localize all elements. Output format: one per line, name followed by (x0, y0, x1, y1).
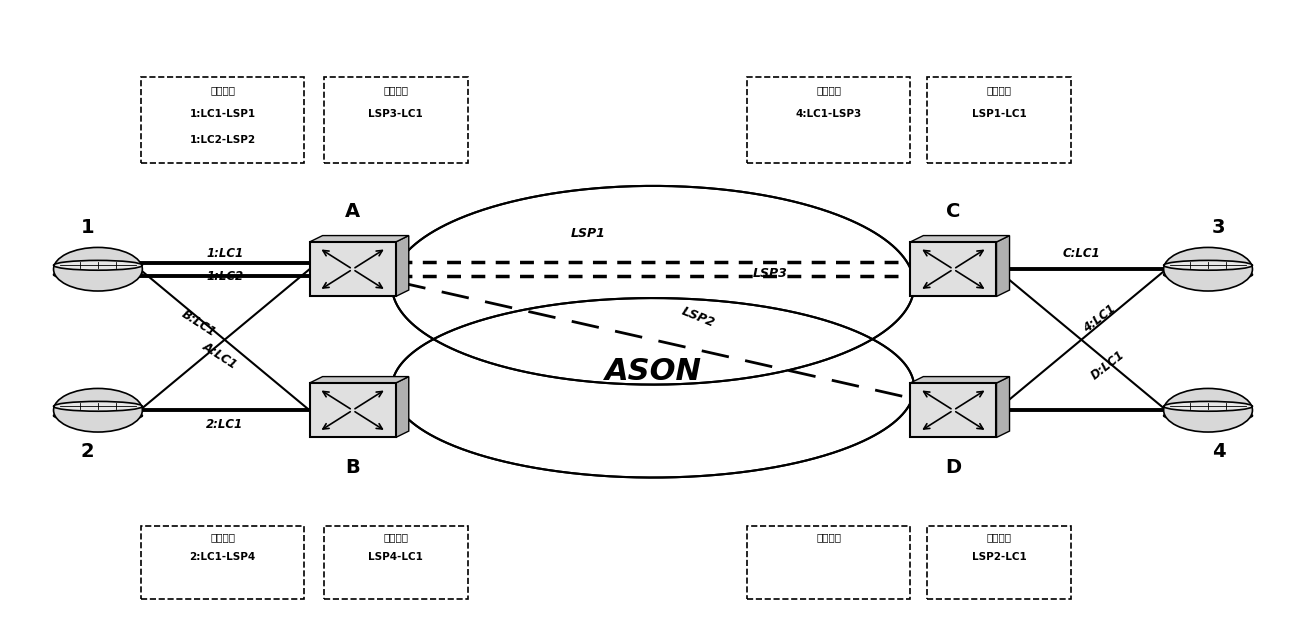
Bar (747, 526, 910, 599)
Ellipse shape (1164, 269, 1252, 280)
Ellipse shape (54, 401, 142, 412)
Polygon shape (396, 377, 409, 437)
Text: 1:LC2-LSP2: 1:LC2-LSP2 (189, 135, 256, 145)
Text: 入口映射: 入口映射 (816, 531, 841, 542)
Text: 出口映射: 出口映射 (383, 531, 409, 542)
Text: 3: 3 (1212, 218, 1225, 237)
Text: 1: 1 (81, 218, 94, 237)
Text: LSP3: LSP3 (754, 267, 788, 280)
Polygon shape (396, 236, 409, 296)
Text: 4: 4 (1212, 442, 1225, 462)
Polygon shape (910, 236, 1010, 242)
Text: 2:LC1-LSP4: 2:LC1-LSP4 (189, 553, 256, 562)
Text: LSP4-LC1: LSP4-LC1 (368, 553, 423, 562)
Circle shape (54, 247, 142, 291)
Polygon shape (996, 377, 1010, 437)
Bar (141, 526, 304, 599)
Bar (310, 383, 396, 437)
Bar (747, 77, 910, 163)
Ellipse shape (1164, 260, 1252, 271)
Text: LSP1: LSP1 (571, 228, 605, 240)
Text: D:LC1: D:LC1 (1088, 348, 1127, 383)
Bar (324, 526, 468, 599)
Text: C:LC1: C:LC1 (1063, 247, 1100, 260)
Circle shape (1164, 247, 1252, 291)
Bar (310, 242, 396, 296)
Text: 出口映射: 出口映射 (986, 85, 1012, 95)
Text: B:LC1: B:LC1 (179, 308, 218, 340)
Text: 2:LC1: 2:LC1 (206, 418, 243, 431)
Text: 出口映射: 出口映射 (986, 531, 1012, 542)
Text: 出口映射: 出口映射 (383, 85, 409, 95)
Text: A:LC1: A:LC1 (200, 340, 239, 372)
Bar (141, 77, 304, 163)
Ellipse shape (392, 186, 914, 385)
Ellipse shape (1164, 401, 1252, 412)
Bar (910, 383, 996, 437)
Bar (910, 242, 996, 296)
Text: 1:LC1: 1:LC1 (206, 247, 243, 260)
Text: C: C (946, 202, 961, 221)
Text: LSP3-LC1: LSP3-LC1 (368, 109, 423, 119)
Text: 入口映射: 入口映射 (210, 85, 235, 95)
Text: 入口映射: 入口映射 (210, 531, 235, 542)
Text: B: B (345, 458, 360, 478)
Text: D: D (946, 458, 961, 478)
Text: ASON: ASON (605, 357, 701, 387)
Circle shape (54, 388, 142, 432)
Text: 2: 2 (81, 442, 94, 462)
Bar (927, 77, 1071, 163)
Text: 入口映射: 入口映射 (816, 85, 841, 95)
Bar (927, 526, 1071, 599)
Ellipse shape (54, 410, 142, 421)
Text: A: A (345, 202, 360, 221)
Polygon shape (310, 236, 409, 242)
Text: 1:LC1-LSP1: 1:LC1-LSP1 (189, 109, 256, 119)
Ellipse shape (1164, 410, 1252, 421)
Bar (324, 77, 468, 163)
Ellipse shape (54, 260, 142, 271)
Text: 4:LC1-LSP3: 4:LC1-LSP3 (795, 109, 862, 119)
Circle shape (1164, 388, 1252, 432)
Ellipse shape (392, 298, 914, 478)
Polygon shape (996, 236, 1010, 296)
Text: LSP1-LC1: LSP1-LC1 (972, 109, 1027, 119)
Polygon shape (910, 377, 1010, 383)
Text: 1:LC2: 1:LC2 (206, 271, 243, 283)
Text: LSP2-LC1: LSP2-LC1 (972, 553, 1027, 562)
Ellipse shape (54, 269, 142, 280)
Polygon shape (310, 377, 409, 383)
Text: 4:LC1: 4:LC1 (1081, 303, 1118, 336)
Text: LSP2: LSP2 (680, 304, 717, 330)
